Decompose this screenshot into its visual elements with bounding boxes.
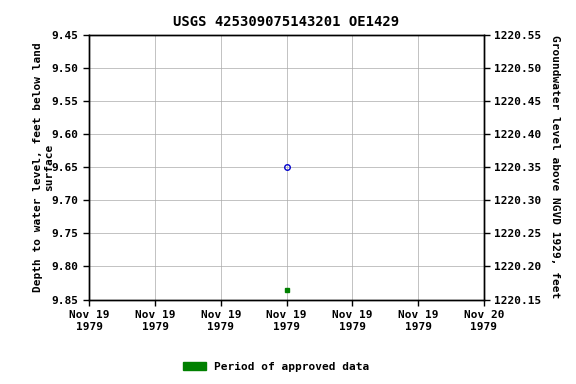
Title: USGS 425309075143201 OE1429: USGS 425309075143201 OE1429 xyxy=(173,15,400,29)
Legend: Period of approved data: Period of approved data xyxy=(179,358,374,377)
Y-axis label: Depth to water level, feet below land
surface: Depth to water level, feet below land su… xyxy=(33,42,54,292)
Y-axis label: Groundwater level above NGVD 1929, feet: Groundwater level above NGVD 1929, feet xyxy=(551,35,560,299)
